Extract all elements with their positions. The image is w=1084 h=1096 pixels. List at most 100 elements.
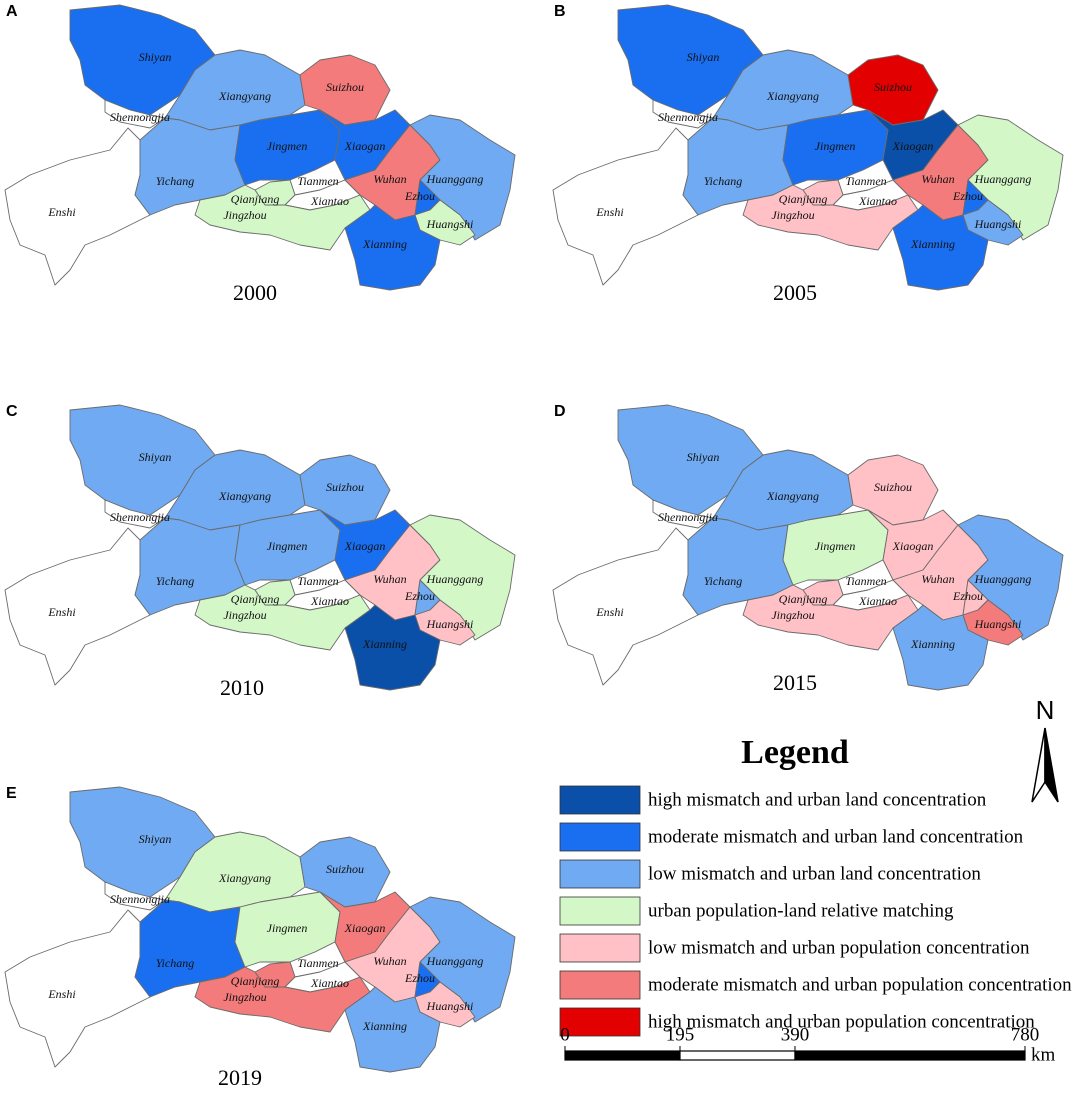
region-label: Huanggang: [426, 172, 484, 186]
region-label: Jingzhou: [223, 990, 266, 1004]
region: [344, 204, 441, 291]
region-label: Qianjiang: [231, 974, 280, 988]
region: [652, 499, 714, 529]
region: [344, 604, 441, 691]
north-label: N: [1036, 695, 1055, 725]
panel-letter: C: [6, 403, 18, 420]
scale-segment: [564, 1050, 681, 1061]
map-panel: Enshi Shiyan Shennongjia Xiangyang Suizhou Yi…: [552, 403, 1064, 695]
panel-letter: B: [554, 3, 566, 20]
region: [552, 527, 699, 686]
region-label: Yichang: [156, 574, 194, 588]
map-panel: Enshi Shiyan Shennongjia Xiangyang Suizhou Yi…: [4, 3, 516, 305]
scale-tick-label: 390: [781, 1024, 810, 1045]
region-label: Shiyan: [139, 50, 172, 64]
region: [4, 909, 151, 1068]
legend-label: low mismatch and urban population concen…: [648, 937, 1030, 958]
region: [299, 836, 391, 908]
legend-swatch: [559, 1007, 641, 1037]
region: [892, 604, 989, 691]
region-label: Huangshi: [426, 217, 474, 231]
region: [299, 454, 391, 526]
region: [552, 127, 699, 286]
north-arrow-right: [1044, 727, 1059, 803]
region-label: Xiaogan: [344, 921, 386, 935]
region-label: Xiantao: [858, 194, 897, 208]
region: [847, 454, 939, 526]
region-label: Enshi: [47, 205, 75, 219]
region-label: Wuhan: [373, 572, 406, 586]
region-label: Qianjiang: [231, 592, 280, 606]
region-label: Qianjiang: [779, 192, 828, 206]
legend-swatch: [559, 933, 641, 963]
region-label: Shiyan: [139, 450, 172, 464]
legend-swatch: [559, 896, 641, 926]
region: [652, 99, 714, 129]
region-label: Xiangyang: [218, 89, 271, 103]
legend-label: high mismatch and urban land concentrati…: [648, 789, 987, 810]
region-label: Xiantao: [310, 594, 349, 608]
region-label: Jingmen: [815, 539, 856, 553]
region-label: Suizhou: [326, 80, 364, 94]
scale-segment: [794, 1050, 1026, 1061]
region-label: Qianjiang: [779, 592, 828, 606]
legend-swatch: [559, 785, 641, 815]
region-label: Wuhan: [373, 954, 406, 968]
region-label: Tianmen: [845, 174, 886, 188]
region-label: Xiaogan: [344, 539, 386, 553]
region: [617, 4, 764, 116]
legend-swatch: [559, 970, 641, 1000]
region-label: Huangshi: [426, 999, 474, 1013]
map-panel: Enshi Shiyan Shennongjia Xiangyang Suizhou Yi…: [4, 785, 516, 1090]
region-label: Xiangyang: [218, 489, 271, 503]
legend-title: Legend: [741, 734, 849, 771]
region-label: Jingmen: [267, 139, 308, 153]
region-label: Jingzhou: [771, 208, 814, 222]
region: [847, 54, 939, 126]
panel-year: 2000: [233, 280, 277, 305]
region-label: Jingmen: [267, 921, 308, 935]
region-label: Enshi: [595, 605, 623, 619]
panel-letter: E: [6, 785, 17, 802]
region-label: Ezhou: [404, 971, 435, 985]
region: [742, 184, 919, 251]
region-label: Shennongjia: [110, 892, 170, 906]
region-label: Wuhan: [921, 172, 954, 186]
region-label: Xianning: [910, 637, 955, 651]
region-label: Huanggang: [974, 572, 1032, 586]
region-label: Shiyan: [139, 832, 172, 846]
region-label: Tianmen: [297, 174, 338, 188]
region-label: Huanggang: [426, 954, 484, 968]
region-label: Wuhan: [921, 572, 954, 586]
region-label: Xiangyang: [218, 871, 271, 885]
region: [194, 966, 371, 1033]
region: [409, 896, 516, 1023]
region-label: Shiyan: [687, 50, 720, 64]
scale-unit: km: [1031, 1044, 1056, 1065]
region-label: Jingzhou: [223, 608, 266, 622]
region: [4, 527, 151, 686]
region: [104, 99, 166, 129]
region-label: Tianmen: [297, 956, 338, 970]
scale-tick-label: 780: [1011, 1024, 1040, 1045]
region: [617, 404, 764, 516]
region-label: Xiangyang: [766, 89, 819, 103]
region: [344, 986, 441, 1073]
panel-year: 2005: [773, 280, 817, 305]
region-label: Xianning: [910, 237, 955, 251]
region-label: Xianning: [362, 637, 407, 651]
region: [892, 204, 989, 291]
region: [69, 4, 216, 116]
region-label: Xiangyang: [766, 489, 819, 503]
region-label: Suizhou: [874, 80, 912, 94]
legend-label: high mismatch and urban population conce…: [648, 1011, 1035, 1032]
map-panel: Enshi Shiyan Shennongjia Xiangyang Suizhou Yi…: [552, 3, 1064, 305]
region: [194, 184, 371, 251]
region-label: Xiaogan: [892, 539, 934, 553]
scale-tick-label: 195: [666, 1024, 695, 1045]
panel-year: 2015: [773, 670, 817, 695]
region-label: Shiyan: [687, 450, 720, 464]
region-label: Xianning: [362, 1019, 407, 1033]
legend-swatch: [559, 859, 641, 889]
